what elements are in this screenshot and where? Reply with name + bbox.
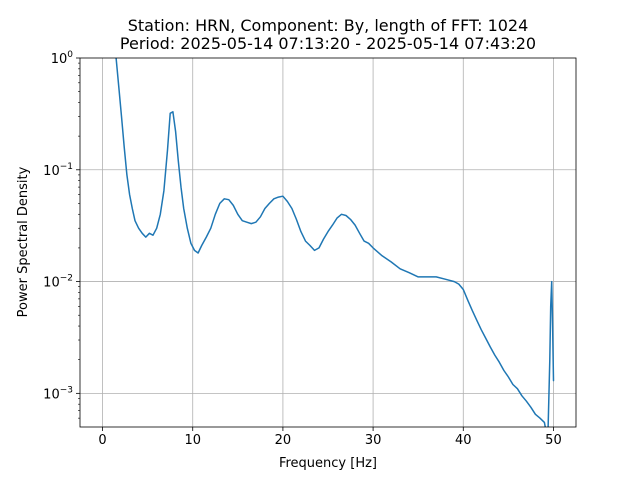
x-tick-label: 50 [545, 433, 562, 448]
plot-frame [79, 57, 577, 428]
x-axis-label: Frequency [Hz] [279, 456, 377, 471]
y-axis-label: Power Spectral Density [16, 166, 31, 317]
x-axis-ticks: 0 10 20 30 40 50 [98, 427, 562, 448]
x-tick-label: 40 [455, 433, 472, 448]
x-tick-label: 30 [365, 433, 382, 448]
series-line [115, 58, 555, 427]
y-axis-ticks: 10−3 10−2 10−1 100 [43, 50, 80, 419]
y-tick-label: 10−2 [43, 274, 73, 291]
chart-title-line1: Station: HRN, Component: By, length of F… [128, 16, 529, 35]
y-tick-label: 10−1 [43, 162, 73, 179]
grid-lines [80, 58, 576, 427]
x-tick-label: 0 [98, 433, 106, 448]
chart-title-line2: Period: 2025-05-14 07:13:20 - 2025-05-14… [120, 34, 536, 53]
x-tick-label: 20 [275, 433, 292, 448]
y-tick-label: 10−3 [43, 385, 73, 402]
y-tick-label: 100 [51, 50, 74, 67]
x-tick-label: 10 [184, 433, 201, 448]
